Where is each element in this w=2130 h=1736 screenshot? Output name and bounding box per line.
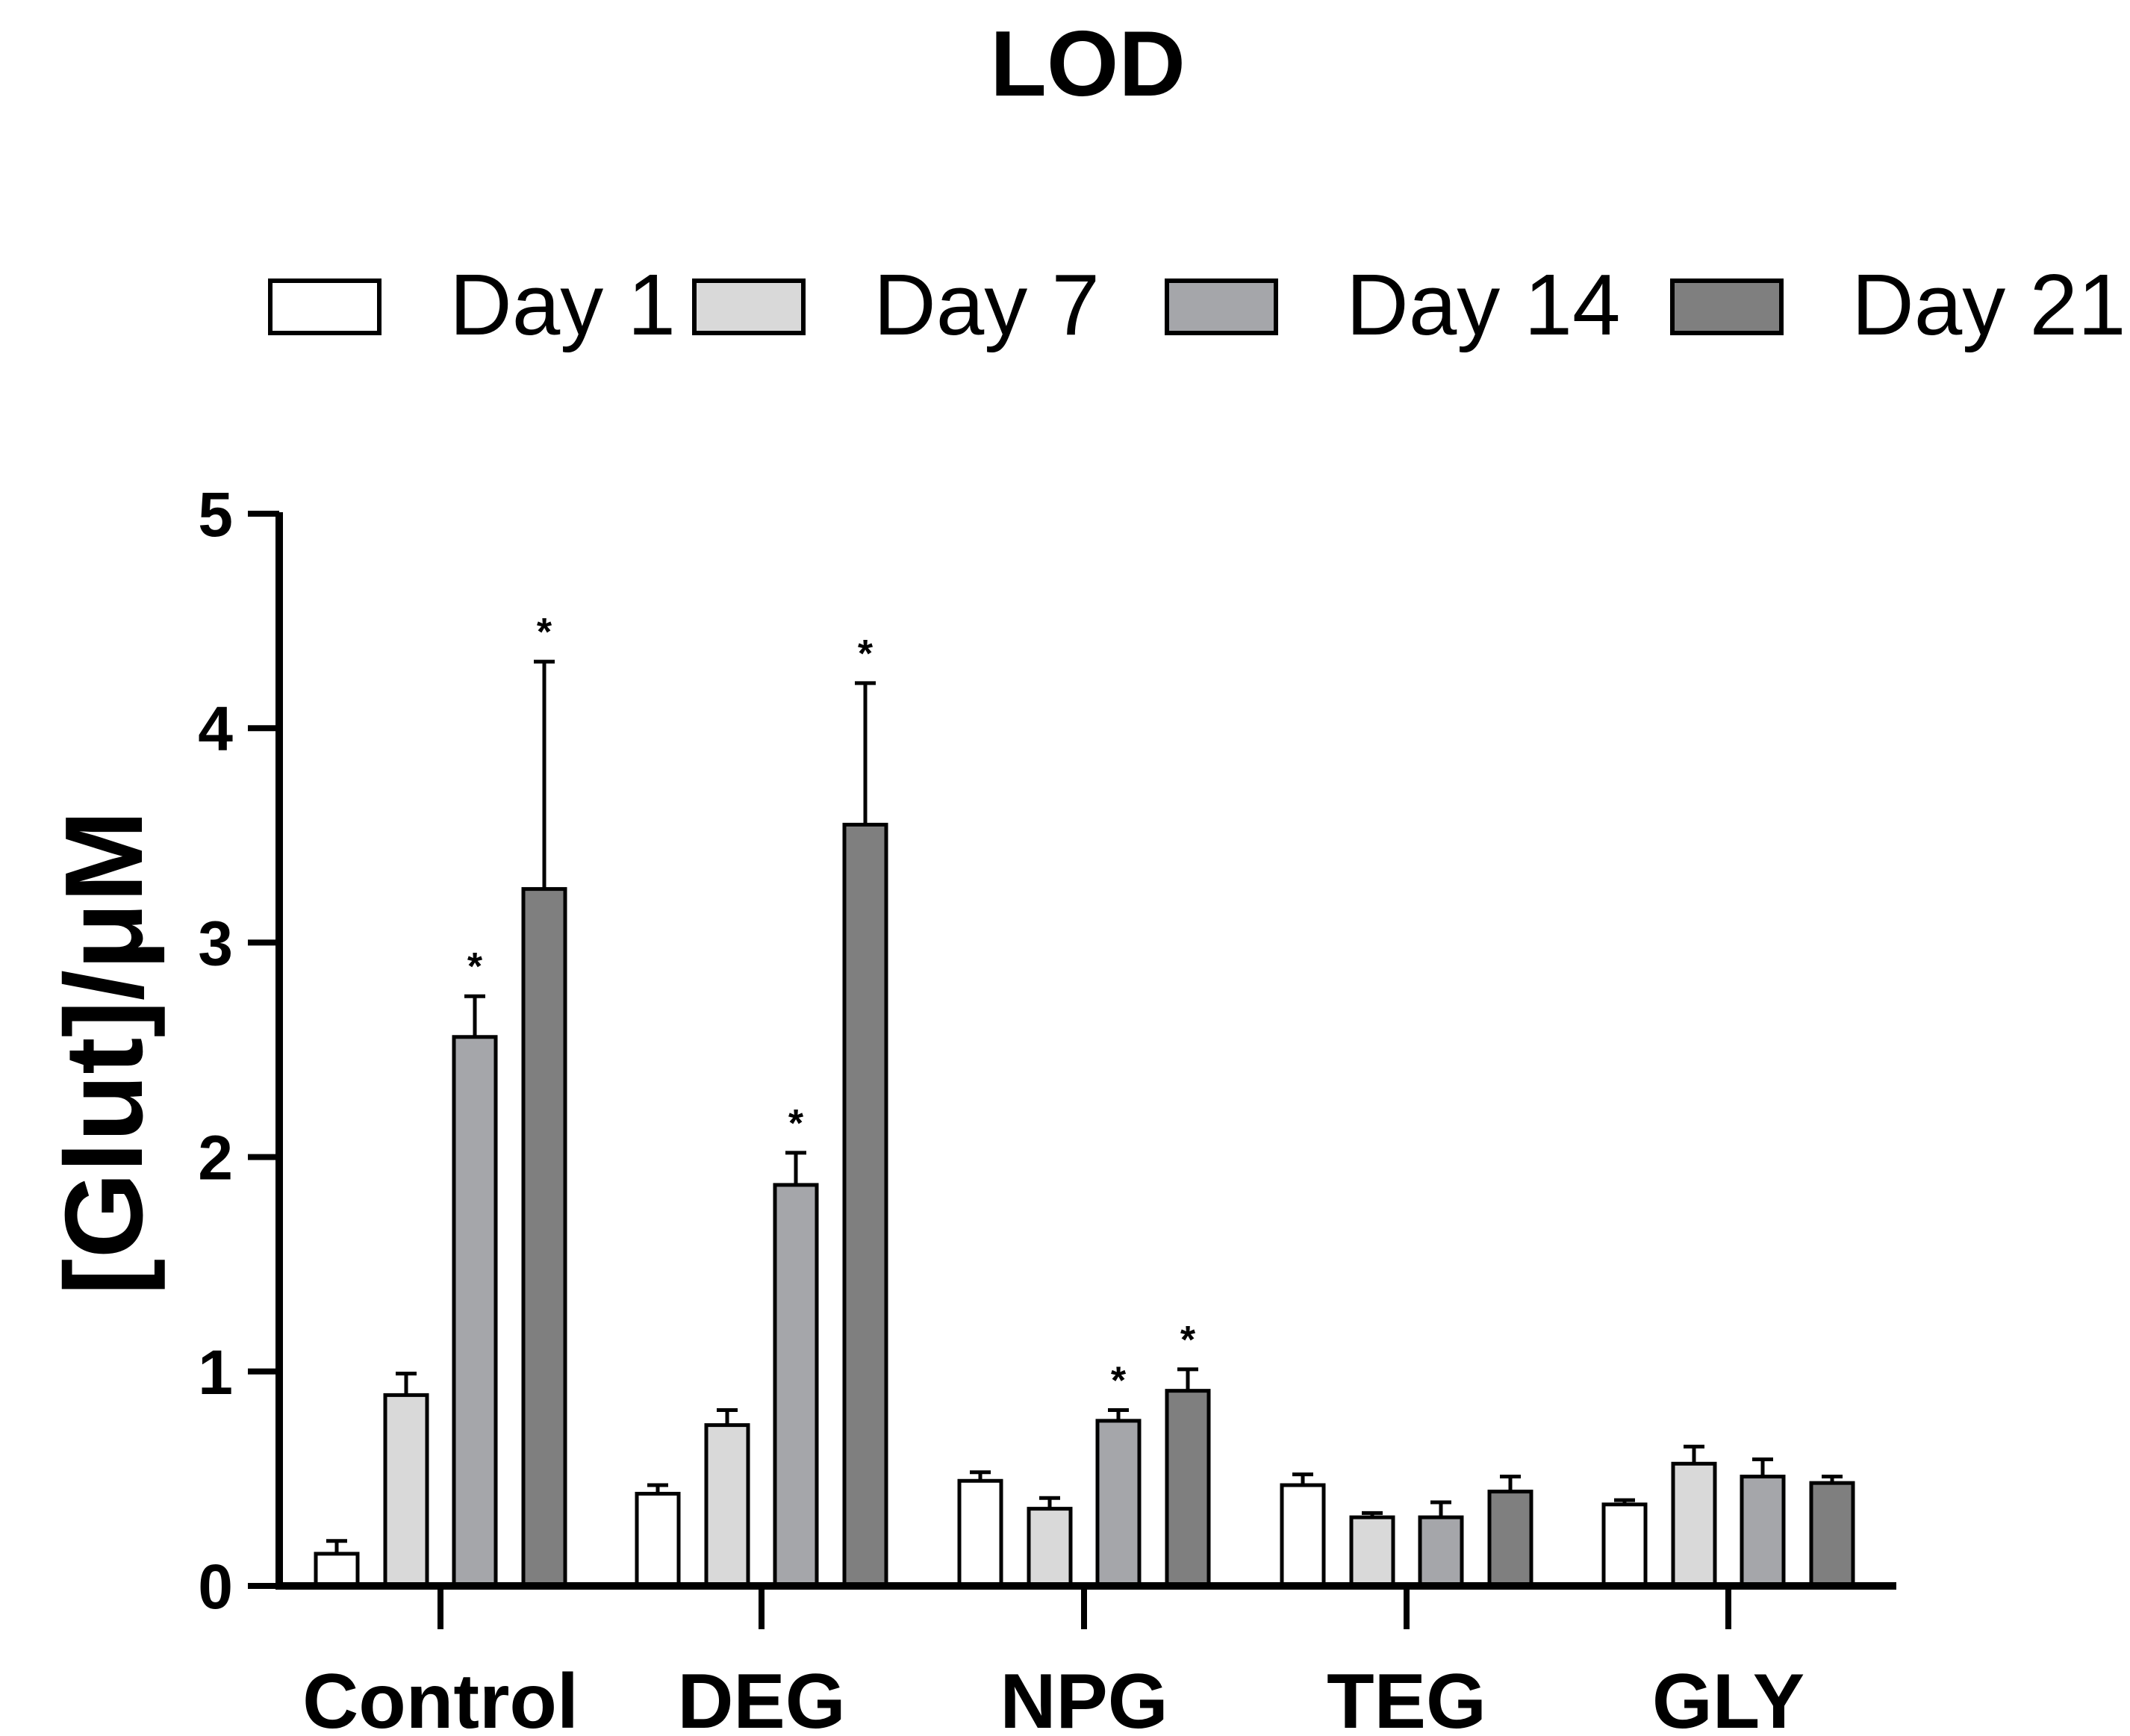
legend-swatch xyxy=(692,279,806,335)
legend-item-3: Day 14 xyxy=(1165,256,1621,353)
x-tick-label: DEG xyxy=(677,1658,845,1736)
bars: * * * * * * xyxy=(314,611,1855,1588)
legend-swatch xyxy=(268,279,382,335)
bar xyxy=(1740,1475,1786,1588)
bar xyxy=(1418,1515,1464,1588)
legend-label: Day 14 xyxy=(1346,256,1621,353)
bar xyxy=(635,1492,681,1588)
y-tick-label: 1 xyxy=(198,1337,233,1407)
bar xyxy=(1165,1389,1211,1588)
x-tick-label: NPG xyxy=(1000,1658,1168,1736)
series-2 xyxy=(383,1372,1717,1588)
significance-marker: * xyxy=(788,1102,804,1145)
legend-label: Day 7 xyxy=(874,256,1100,353)
legend: Day 1 Day 7 Day 14 Day 21 xyxy=(268,256,2126,353)
y-tick-label: 3 xyxy=(198,908,233,978)
bar xyxy=(1349,1515,1395,1588)
legend-item-2: Day 7 xyxy=(692,256,1100,353)
bar xyxy=(842,822,888,1588)
significance-marker: * xyxy=(1111,1359,1127,1402)
legend-swatch xyxy=(1670,279,1784,335)
bar xyxy=(1601,1502,1648,1588)
y-tick-label: 5 xyxy=(198,479,233,550)
significance-marker: * xyxy=(1180,1319,1196,1362)
significance-marker: * xyxy=(467,945,483,989)
legend-item-1: Day 1 xyxy=(268,256,676,353)
x-tick-label: GLY xyxy=(1652,1658,1804,1736)
chart-title: LOD xyxy=(990,13,1186,116)
series-3: * * * xyxy=(452,945,1786,1588)
bar xyxy=(1671,1461,1717,1588)
bar xyxy=(1280,1483,1326,1588)
y-axis-label: [Glut]/μM xyxy=(43,810,166,1295)
bar xyxy=(773,1183,819,1588)
bar xyxy=(704,1423,750,1588)
bar xyxy=(314,1552,360,1588)
bar xyxy=(1095,1419,1142,1588)
x-tick-label: Control xyxy=(302,1658,579,1736)
y-tick-label: 4 xyxy=(198,694,233,764)
legend-item-4: Day 21 xyxy=(1670,256,2126,353)
y-tick-label: 0 xyxy=(198,1552,233,1622)
series-4: * * * xyxy=(521,611,1855,1588)
bar xyxy=(1487,1490,1533,1588)
significance-marker: * xyxy=(858,632,874,676)
legend-label: Day 21 xyxy=(1852,256,2126,353)
bar xyxy=(521,887,567,1588)
bar xyxy=(383,1393,429,1588)
legend-swatch xyxy=(1165,279,1278,335)
axes: 0 1 2 3 4 5 Control DEG NPG TEG GLY xyxy=(198,479,1896,1736)
bar xyxy=(1027,1507,1073,1588)
bar xyxy=(957,1478,1003,1588)
series-1 xyxy=(314,1470,1648,1588)
y-tick-label: 2 xyxy=(198,1123,233,1193)
legend-label: Day 1 xyxy=(449,256,676,353)
bar xyxy=(1809,1481,1855,1588)
bar xyxy=(452,1035,498,1588)
x-tick-label: TEG xyxy=(1327,1658,1486,1736)
significance-marker: * xyxy=(537,611,552,654)
